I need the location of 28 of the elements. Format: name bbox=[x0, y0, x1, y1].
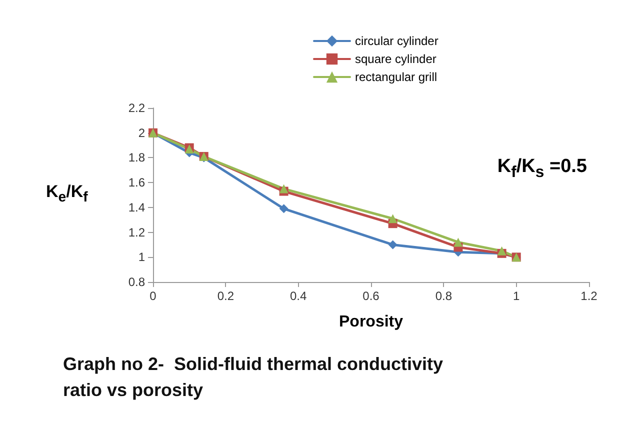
y-tick-label: 1.4 bbox=[128, 200, 146, 214]
text: Graph no 2- Solid-fluid thermal conductivity ratio vs porosity bbox=[63, 354, 448, 400]
y-axis-title: K$_{e}$/K$_{f}$ bbox=[46, 182, 88, 206]
x-tick-label: 0.4 bbox=[290, 289, 307, 303]
point bbox=[454, 238, 463, 247]
point bbox=[279, 184, 288, 194]
point bbox=[388, 214, 398, 224]
x-tick-label: 1 bbox=[512, 289, 520, 303]
legend-label: circular cylinder bbox=[355, 34, 438, 48]
x-axis-title: Porosity bbox=[338, 314, 404, 330]
point bbox=[388, 240, 398, 250]
legend-label: rectangular grill bbox=[355, 70, 438, 84]
y-tick-label: 2 bbox=[138, 126, 146, 140]
x-tick-label: 0.6 bbox=[362, 289, 380, 303]
point bbox=[279, 204, 288, 214]
y-tick-label: 1 bbox=[138, 250, 146, 264]
y-tick-label: 0.8 bbox=[128, 275, 146, 289]
point bbox=[497, 246, 506, 256]
y-tick-label: 1.6 bbox=[128, 176, 146, 190]
legend-label: square cylinder bbox=[355, 52, 436, 66]
x-tick-label: 0.8 bbox=[435, 289, 452, 303]
y-tick-label: 1.8 bbox=[128, 150, 146, 165]
y-tick-label: 2.2 bbox=[128, 101, 146, 115]
x-tick-label: 0 bbox=[150, 289, 157, 303]
x-tick-label: 1.2 bbox=[580, 289, 598, 303]
y-tick-label: 1.2 bbox=[128, 225, 146, 240]
annotation: K$_{f}$/K$_{s}$ =0.5 bbox=[497, 156, 587, 182]
x-tick-label: 0.2 bbox=[217, 289, 234, 303]
